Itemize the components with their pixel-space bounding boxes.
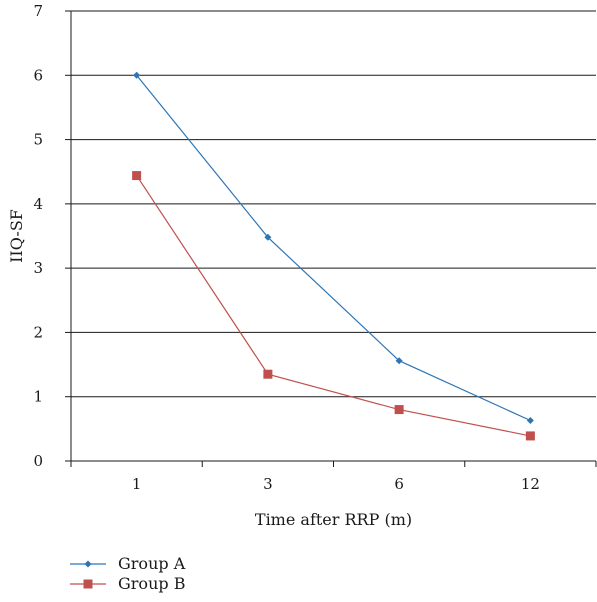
axes (70, 11, 596, 462)
series-line-group-a (136, 74, 531, 422)
legend-marker (84, 560, 92, 568)
legend-label: Group A (118, 554, 186, 573)
legend-label: Group B (118, 574, 185, 593)
y-tick-label: 1 (33, 388, 43, 406)
series-group-b (132, 171, 535, 441)
y-tick-label: 3 (33, 259, 43, 277)
data-point-group-b (525, 431, 535, 441)
x-tick-label: 12 (521, 475, 540, 493)
grid (71, 10, 596, 398)
y-tick-labels: 0 1 2 3 4 5 6 7 (33, 2, 71, 470)
x-tick-label: 1 (132, 475, 142, 493)
y-tick-label: 0 (33, 452, 43, 470)
series-line-group-b (136, 175, 531, 437)
y-tick-label: 6 (33, 66, 43, 84)
y-tick-label: 2 (33, 323, 43, 341)
data-point-group-a (264, 233, 272, 241)
series (132, 71, 535, 441)
legend-item-group-a: Group A (70, 554, 186, 573)
data-point-group-b (132, 171, 142, 181)
y-axis-title: IIQ-SF (7, 209, 26, 263)
data-point-group-a (133, 71, 141, 79)
series-group-a (133, 71, 534, 424)
legend-marker (83, 579, 93, 589)
y-tick-label: 4 (33, 195, 43, 213)
data-point-group-b (263, 369, 273, 379)
x-tick-label: 3 (263, 475, 273, 493)
y-tick-label: 7 (33, 2, 43, 20)
legend-item-group-b: Group B (70, 574, 185, 593)
x-tick-label: 6 (394, 475, 404, 493)
x-axis-title: Time after RRP (m) (255, 510, 412, 529)
data-point-group-a (395, 357, 403, 365)
data-point-group-b (394, 405, 404, 415)
x-tick-labels: 1 3 6 12 (70, 461, 597, 493)
y-tick-label: 5 (33, 131, 43, 149)
data-point-group-a (526, 417, 534, 424)
